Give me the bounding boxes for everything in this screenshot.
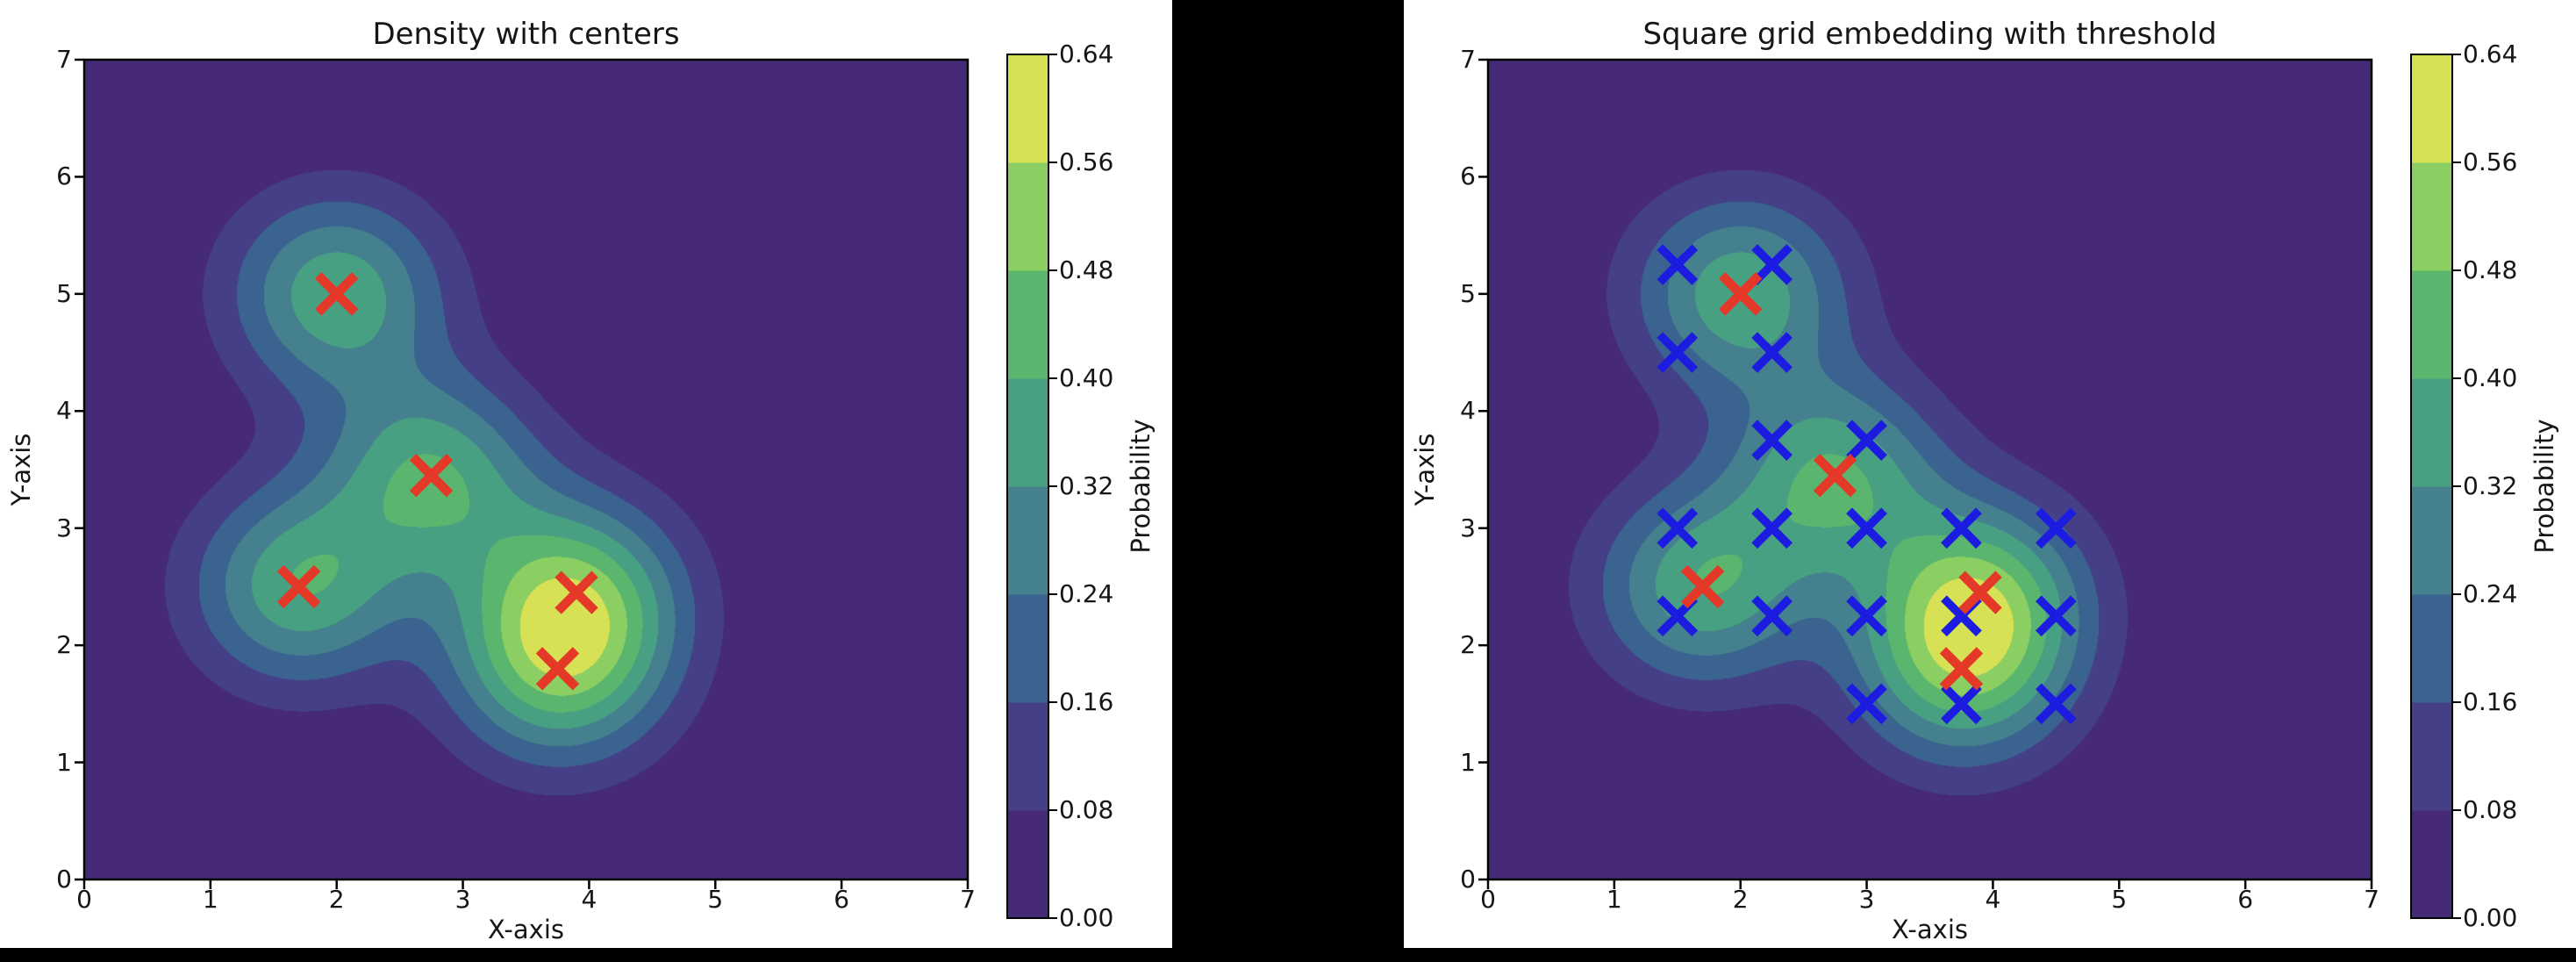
panel-grid-embedding: Square grid embedding with threshold X-a… <box>1404 0 2576 948</box>
colorbar-frame <box>2410 54 2453 919</box>
colorbar-tick-label: 0.08 <box>1059 795 1114 824</box>
colorbar-band <box>1007 162 1048 271</box>
y-tick-label: 6 <box>1460 162 1476 191</box>
y-tick-label: 5 <box>1460 278 1476 308</box>
x-tick-label: 0 <box>76 885 92 914</box>
colorbar-tick-label: 0.40 <box>1059 363 1114 392</box>
colorbar-tick-label: 0.00 <box>1059 903 1114 932</box>
colorbar-tick-label: 0.32 <box>2463 471 2518 500</box>
y-tick-label: 6 <box>56 162 72 191</box>
x-tick-label: 5 <box>707 885 724 914</box>
colorbar-tick-label: 0.48 <box>1059 255 1114 284</box>
y-axis-label: Y-axis <box>6 433 36 506</box>
colorbar-tick-label: 0.16 <box>2463 687 2518 716</box>
colorbar-tick-label: 0.48 <box>2463 255 2518 284</box>
x-tick-label: 7 <box>2364 885 2379 914</box>
colorbar-tick-label: 0.64 <box>1059 39 1114 68</box>
x-tick-label: 6 <box>834 885 850 914</box>
y-tick-label: 0 <box>56 865 72 894</box>
y-tick-label: 4 <box>1460 396 1476 426</box>
colorbar-band <box>1007 810 1048 919</box>
y-tick-label: 7 <box>56 45 72 74</box>
x-tick-label: 2 <box>1732 885 1749 914</box>
plot-title: Square grid embedding with threshold <box>1642 17 2217 52</box>
colorbar-tick-label: 0.56 <box>2463 147 2518 176</box>
colorbar-frame <box>1006 54 1049 919</box>
colorbar-band <box>2411 270 2452 379</box>
x-tick-label: 0 <box>1480 885 1496 914</box>
panel-density-with-centers: Density with centers X-axis Y-axis Proba… <box>0 0 1172 948</box>
colorbar-band <box>2411 486 2452 595</box>
y-axis-label: Y-axis <box>1410 433 1440 506</box>
colorbar-band <box>1007 486 1048 595</box>
x-tick-label: 7 <box>960 885 976 914</box>
x-tick-label: 6 <box>2237 885 2254 914</box>
y-tick-label: 3 <box>1460 513 1476 542</box>
colorbar-tick-label: 0.16 <box>1059 687 1114 716</box>
colorbar-tick-label: 0.24 <box>1059 579 1114 608</box>
plot-title: Density with centers <box>372 17 680 52</box>
colorbar-tick-label: 0.32 <box>1059 471 1114 500</box>
colorbar-band <box>2411 702 2452 811</box>
colorbar-band <box>1007 54 1048 163</box>
colorbar-tick-label: 0.64 <box>2463 39 2518 68</box>
x-tick-label: 3 <box>1858 885 1875 914</box>
colorbar-band <box>2411 594 2452 703</box>
colorbar-band <box>2411 810 2452 919</box>
colorbar-band <box>2411 378 2452 487</box>
x-tick-label: 1 <box>1606 885 1622 914</box>
colorbar-band <box>2411 162 2452 271</box>
x-tick-label: 1 <box>202 885 218 914</box>
y-tick-label: 1 <box>56 747 72 777</box>
y-tick-label: 4 <box>56 396 72 426</box>
x-axis-label: X-axis <box>1892 915 1968 944</box>
x-tick-label: 4 <box>1985 885 2001 914</box>
y-tick-label: 3 <box>56 513 72 542</box>
x-tick-label: 4 <box>581 885 597 914</box>
x-tick-label: 5 <box>2111 885 2128 914</box>
y-tick-label: 2 <box>56 630 72 660</box>
x-tick-label: 2 <box>328 885 345 914</box>
y-tick-label: 0 <box>1460 865 1476 894</box>
x-axis-label: X-axis <box>488 915 564 944</box>
colorbar-band <box>2411 54 2452 163</box>
colorbar-tick-label: 0.56 <box>1059 147 1114 176</box>
colorbar-band <box>1007 378 1048 487</box>
y-tick-label: 5 <box>56 278 72 308</box>
y-tick-label: 2 <box>1460 630 1476 660</box>
colorbar-tick-label: 0.24 <box>2463 579 2518 608</box>
colorbar-band <box>1007 270 1048 379</box>
colorbar-tick-label: 0.08 <box>2463 795 2518 824</box>
colorbar-band <box>1007 702 1048 811</box>
colorbar-tick-label: 0.00 <box>2463 903 2518 932</box>
x-tick-label: 3 <box>454 885 471 914</box>
y-tick-label: 1 <box>1460 747 1476 777</box>
contour-plot-area <box>1488 60 2372 879</box>
colorbar-tick-label: 0.40 <box>2463 363 2518 392</box>
y-tick-label: 7 <box>1460 45 1476 74</box>
contour-plot-area <box>84 60 968 879</box>
colorbar-band <box>1007 594 1048 703</box>
